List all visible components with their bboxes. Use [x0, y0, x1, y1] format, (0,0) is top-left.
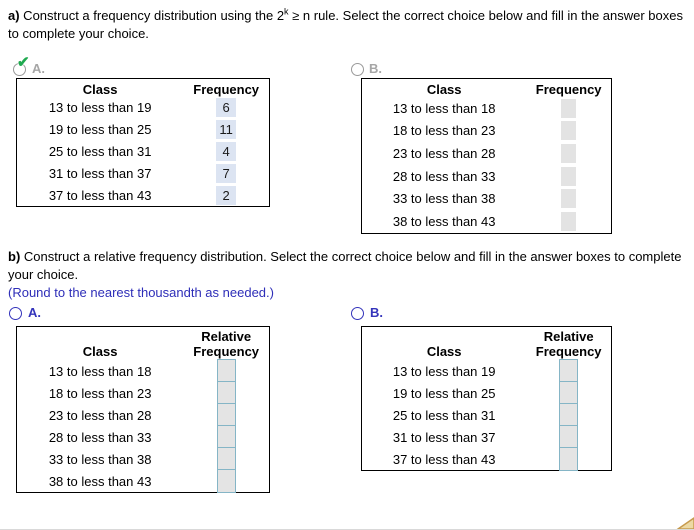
- column-header-relative-frequency: Relative Frequency: [535, 329, 602, 359]
- table-row: 18 to less than 23: [17, 381, 269, 405]
- table-row: 37 to less than 43: [362, 447, 611, 471]
- table-row: 13 to less than 18: [17, 359, 269, 383]
- part-b-choice-a-table: Class Relative Frequency 13 to less than…: [16, 326, 270, 493]
- table-row: 33 to less than 38: [362, 188, 611, 211]
- column-header-class: Class: [82, 81, 118, 97]
- frequency-answer-box[interactable]: 11: [216, 120, 237, 140]
- relative-frequency-input[interactable]: [216, 403, 236, 427]
- table-row: 31 to less than 37: [362, 425, 611, 449]
- relative-frequency-input[interactable]: [559, 359, 579, 383]
- frequency-answer-box[interactable]: 7: [216, 163, 237, 183]
- part-b-choice-b-label: B.: [370, 305, 383, 320]
- table-header: Class Relative Frequency: [362, 327, 611, 360]
- frequency-answer-box-empty[interactable]: [561, 98, 577, 118]
- radio-part-b-choice-b[interactable]: [351, 307, 364, 320]
- part-b-prompt: b) Construct a relative frequency distri…: [8, 249, 682, 300]
- part-b-choice-a-label: A.: [28, 305, 41, 320]
- part-a-choice-a-label: A.: [32, 61, 45, 76]
- column-header-class: Class: [82, 344, 118, 359]
- part-a-choice-b-table: Class Frequency 13 to less than 18 18 to…: [361, 78, 612, 234]
- correct-check-icon: ✔: [17, 54, 30, 71]
- table-row: 13 to less than 18: [362, 97, 611, 120]
- part-a-label: a): [8, 8, 20, 23]
- table-row: 23 to less than 28: [17, 403, 269, 427]
- table-row: 13 to less than 19 6: [17, 97, 269, 119]
- part-b-choice-b-table: Class Relative Frequency 13 to less than…: [361, 326, 612, 471]
- table-header: Class Frequency: [17, 79, 269, 97]
- relative-frequency-input[interactable]: [559, 381, 579, 405]
- column-header-frequency: Frequency: [193, 81, 260, 97]
- relative-frequency-input[interactable]: [216, 469, 236, 493]
- frequency-answer-box-empty[interactable]: [561, 121, 577, 141]
- table-row: 38 to less than 43: [362, 210, 611, 233]
- table-header: Class Frequency: [362, 79, 611, 97]
- relative-frequency-input[interactable]: [216, 359, 236, 383]
- table-row: 25 to less than 31 4: [17, 141, 269, 163]
- corner-cursor-artifact: [676, 517, 694, 529]
- table-row: 38 to less than 43: [17, 469, 269, 493]
- table-row: 28 to less than 33: [17, 425, 269, 449]
- frequency-answer-box-empty[interactable]: [561, 144, 577, 164]
- table-row: 23 to less than 28: [362, 142, 611, 165]
- relative-frequency-input[interactable]: [216, 425, 236, 449]
- frequency-answer-box-empty[interactable]: [561, 189, 577, 209]
- column-header-frequency: Frequency: [535, 81, 602, 97]
- part-a-choice-b-label: B.: [369, 61, 382, 76]
- table-row: 33 to less than 38: [17, 447, 269, 471]
- table-row: 28 to less than 33: [362, 165, 611, 188]
- column-header-relative-frequency: Relative Frequency: [193, 329, 260, 359]
- frequency-answer-box[interactable]: 2: [216, 185, 237, 205]
- table-header: Class Relative Frequency: [17, 327, 269, 360]
- frequency-answer-box[interactable]: 6: [216, 98, 237, 118]
- part-a-choice-a-table: Class Frequency 13 to less than 19 6 19 …: [16, 78, 270, 207]
- relative-frequency-input[interactable]: [216, 447, 236, 471]
- table-row: 13 to less than 19: [362, 359, 611, 383]
- table-row: 19 to less than 25: [362, 381, 611, 405]
- relative-frequency-input[interactable]: [559, 403, 579, 427]
- frequency-answer-box[interactable]: 4: [216, 141, 237, 161]
- relative-frequency-input[interactable]: [559, 425, 579, 449]
- table-row: 31 to less than 37 7: [17, 162, 269, 184]
- radio-part-a-choice-b[interactable]: [351, 63, 364, 76]
- exponent-k: k: [284, 6, 289, 17]
- table-row: 19 to less than 25 11: [17, 119, 269, 141]
- table-row: 25 to less than 31: [362, 403, 611, 427]
- relative-frequency-input[interactable]: [559, 447, 579, 471]
- radio-part-b-choice-a[interactable]: [9, 307, 22, 320]
- column-header-class: Class: [426, 344, 462, 359]
- part-b-label: b): [8, 249, 21, 264]
- radio-part-a-choice-a[interactable]: [13, 63, 26, 76]
- column-header-class: Class: [426, 81, 462, 97]
- rounding-note: (Round to the nearest thousandth as need…: [8, 285, 274, 300]
- frequency-answer-box-empty[interactable]: [561, 166, 577, 186]
- table-row: 37 to less than 43 2: [17, 184, 269, 206]
- frequency-answer-box-empty[interactable]: [561, 212, 577, 232]
- part-a-prompt: a) Construct a frequency distribution us…: [8, 6, 683, 41]
- table-row: 18 to less than 23: [362, 119, 611, 142]
- relative-frequency-input[interactable]: [216, 381, 236, 405]
